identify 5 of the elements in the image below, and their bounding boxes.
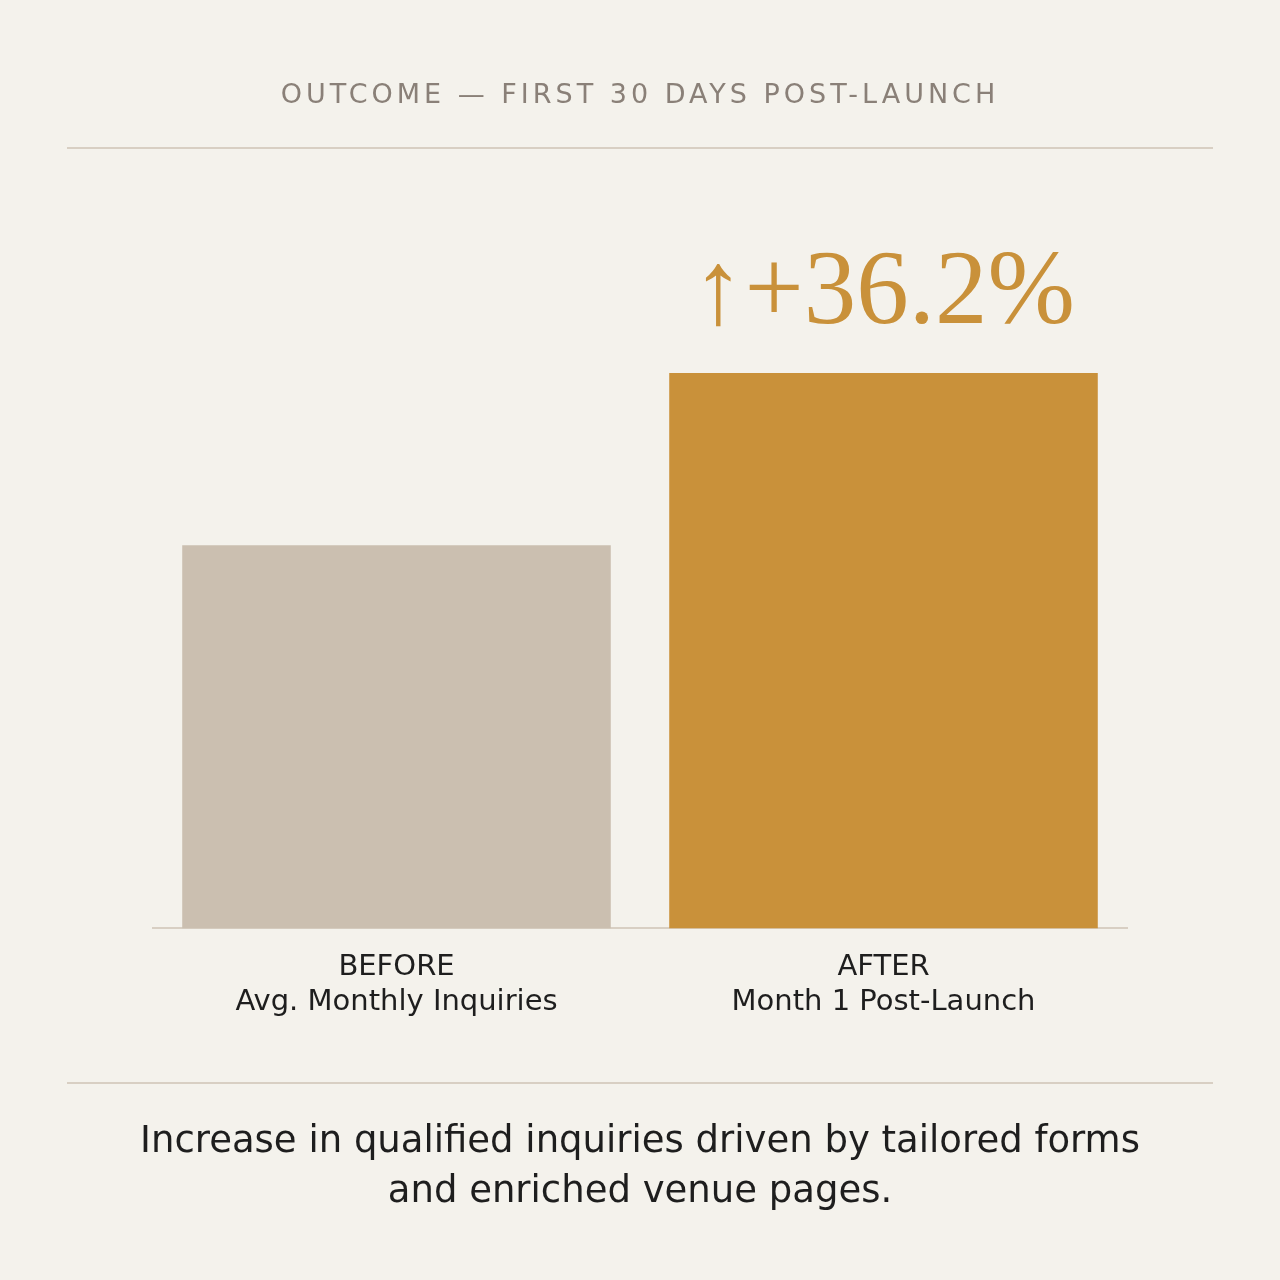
x-tick-label: AFTER Month 1 Post-Launch	[731, 948, 1036, 1018]
x-tick-label: BEFORE Avg. Monthly Inquiries	[235, 948, 558, 1018]
text: Increase in qualified inquiries driven by tailored forms and enriched venue pages.	[140, 1117, 1140, 1213]
annotation: ↑+36.2%	[692, 229, 1075, 347]
chart-title: OUTCOME — FIRST 30 DAYS POST-LAUNCH	[279, 78, 1001, 109]
